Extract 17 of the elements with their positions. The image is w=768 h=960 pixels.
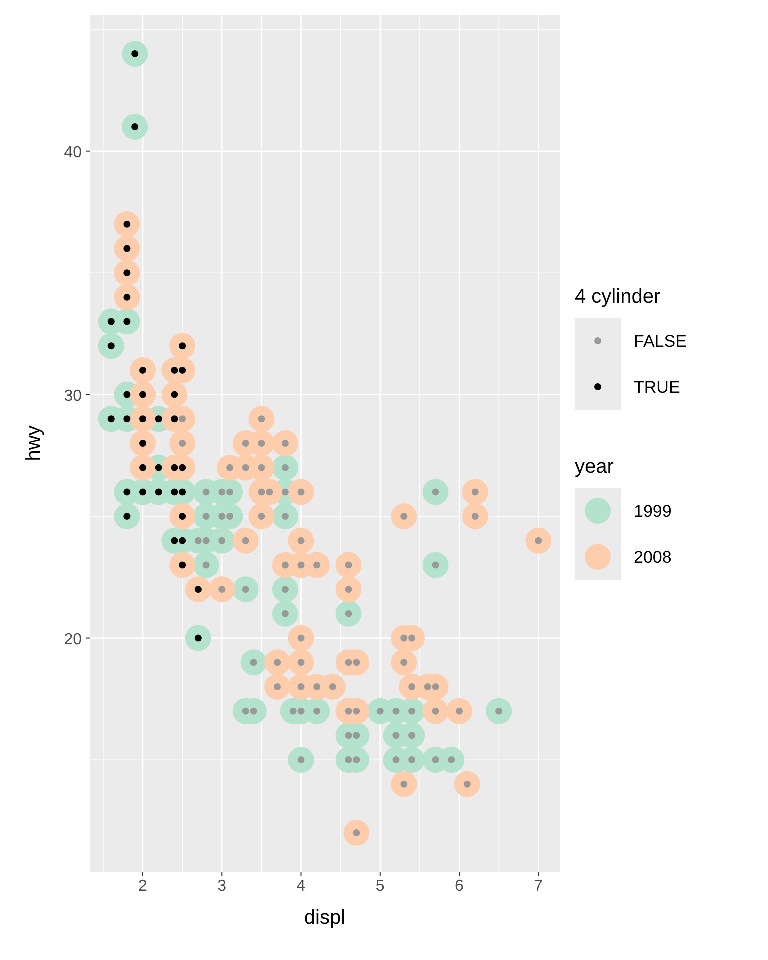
x-axis-title: displ xyxy=(304,907,346,929)
legend-label: 1999 xyxy=(634,502,672,521)
legend-label: 2008 xyxy=(634,548,672,567)
y-tick-label: 30 xyxy=(64,388,82,405)
x-tick-label: 6 xyxy=(455,878,464,895)
x-tick-label: 5 xyxy=(376,878,385,895)
legend-title: 4 cylinder xyxy=(575,286,661,308)
x-tick-label: 3 xyxy=(218,878,227,895)
y-axis-title: hwy xyxy=(23,426,45,462)
text: year xyxy=(575,456,614,478)
legend-label: TRUE xyxy=(634,378,680,397)
y-tick-label: 20 xyxy=(64,631,82,648)
legend-label: FALSE xyxy=(634,332,687,351)
x-tick-label: 2 xyxy=(138,878,148,895)
x-tick-label: 4 xyxy=(296,878,306,895)
x-tick-label: 7 xyxy=(534,878,544,895)
y-tick-label: 40 xyxy=(64,144,82,162)
